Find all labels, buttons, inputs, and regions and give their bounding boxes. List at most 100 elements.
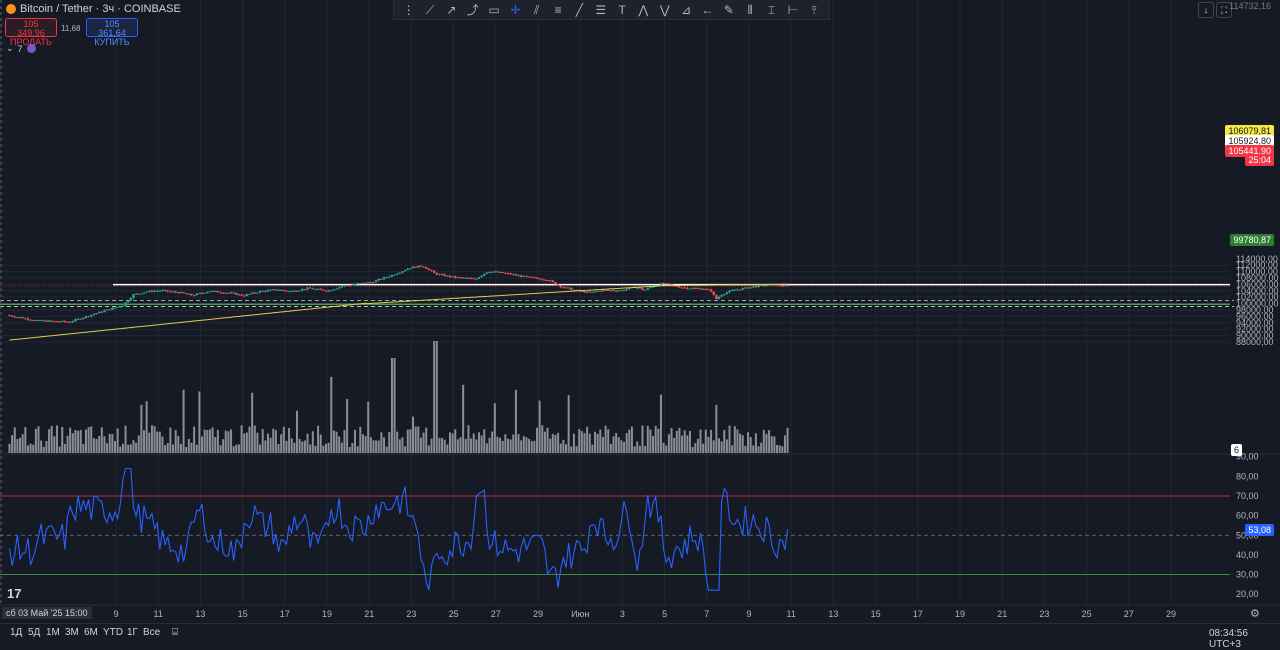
candle-body <box>504 272 507 274</box>
channel-icon[interactable]: ⫽ <box>534 2 540 17</box>
volume-bar <box>150 425 153 453</box>
text-icon[interactable]: T <box>618 2 626 17</box>
trend-line-icon[interactable]: ⟋ <box>425 2 435 17</box>
volume-bar <box>514 389 517 453</box>
volume-bar <box>723 429 726 453</box>
tf-1d[interactable]: 1Д <box>10 627 23 638</box>
indicators-toggle[interactable]: ⌄ 7 <box>6 43 36 54</box>
volume-bar <box>388 431 391 453</box>
candle-body <box>100 311 104 313</box>
volume-bar <box>243 433 246 453</box>
tf-all[interactable]: Все <box>143 627 161 638</box>
candle-body <box>396 273 399 275</box>
candle-body <box>546 280 549 282</box>
candle-body <box>725 292 729 295</box>
candle-body <box>670 284 673 286</box>
volume-bar <box>483 429 486 453</box>
candle-body <box>174 291 177 293</box>
candle-body <box>409 268 412 270</box>
volume-bar <box>565 444 568 453</box>
pin-icon[interactable]: ⫯ <box>811 2 817 17</box>
volume-bar <box>623 441 626 453</box>
candle-body <box>599 290 602 292</box>
candle-body <box>622 290 626 292</box>
cursor-icon[interactable]: ⤴ <box>466 2 479 17</box>
price-tick: 114000,00 <box>1236 254 1278 264</box>
lines-icon[interactable]: ☰ <box>595 2 607 17</box>
candle-body <box>707 288 710 290</box>
candle-body <box>330 290 333 292</box>
volume-bar <box>633 446 636 453</box>
volume-bar <box>40 440 43 453</box>
candle-body <box>150 290 154 292</box>
candle-body <box>620 290 623 292</box>
bars-icon[interactable]: ⦀ <box>747 2 753 17</box>
candle-body <box>783 285 787 287</box>
buy-button[interactable]: 105 361,64 КУПИТЬ <box>86 18 138 47</box>
volume-bar <box>422 432 425 453</box>
tf-5d[interactable]: 5Д <box>28 627 41 638</box>
tf-ytd[interactable]: YTD <box>103 627 123 638</box>
candle-body <box>229 292 233 294</box>
rectangle-icon[interactable]: ▭ <box>488 2 500 17</box>
volume-bar <box>493 403 496 453</box>
candle-body <box>583 290 586 293</box>
volume-bar <box>298 438 301 453</box>
volume-bar <box>541 425 544 453</box>
volume-bar <box>604 425 607 453</box>
time-tick: 17 <box>913 609 923 619</box>
elliott-icon[interactable]: ⋁ <box>659 2 670 17</box>
crosshair-icon[interactable]: ✛ <box>510 2 521 17</box>
volume-bar <box>303 440 306 453</box>
line-icon[interactable]: ╱ <box>575 2 584 17</box>
sell-button[interactable]: 105 349,96 ПРОДАТЬ <box>5 18 57 47</box>
drag-handle-icon[interactable]: ⋮ <box>402 2 415 17</box>
tf-6m[interactable]: 6М <box>84 627 98 638</box>
date-range-icon[interactable]: ⊢ <box>787 2 799 17</box>
ray-icon[interactable]: ↗ <box>446 2 457 17</box>
candle-body <box>686 287 689 289</box>
forecast-icon[interactable]: ⊿ <box>681 2 692 17</box>
candle-body <box>253 292 256 294</box>
volume-bar <box>778 445 781 453</box>
candle-body <box>572 289 576 291</box>
candle-body <box>298 290 301 292</box>
arrow-icon[interactable]: ← <box>701 2 714 17</box>
pattern-icon[interactable]: ⋀ <box>638 2 649 17</box>
fib-icon[interactable]: ≡ <box>554 2 562 17</box>
price-range-icon[interactable]: ⌶ <box>767 2 776 17</box>
symbol-legend[interactable]: Bitcoin / Tether · 3ч · COINBASE <box>6 3 181 15</box>
tf-1m[interactable]: 1М <box>46 627 60 638</box>
scroll-down-icon[interactable]: ↓ <box>1198 2 1214 18</box>
candle-body <box>279 289 283 291</box>
volume-bar <box>749 436 752 453</box>
candle-body <box>47 320 51 322</box>
time-tick: 19 <box>322 609 332 619</box>
volume-bar <box>665 445 668 453</box>
time-tick: 21 <box>364 609 374 619</box>
buy-label: КУПИТЬ <box>94 37 130 47</box>
volume-bar <box>177 436 180 453</box>
volume-bar <box>108 433 111 453</box>
brush-icon[interactable]: ✎ <box>723 2 734 17</box>
settings-gear-icon[interactable]: ⚙ <box>1250 608 1260 620</box>
tf-1y[interactable]: 1Г <box>127 627 138 638</box>
date-range-icon[interactable]: ⌸ <box>172 627 178 638</box>
candle-body <box>245 294 249 296</box>
time-tick: 27 <box>1124 609 1134 619</box>
volume-bar <box>359 426 362 453</box>
window-controls: ↓ ⛶ <box>1198 2 1232 18</box>
price-tick: 92000,00 <box>1236 324 1274 334</box>
volume-bar <box>84 429 87 453</box>
fullscreen-icon[interactable]: ⛶ <box>1216 2 1232 18</box>
tradingview-logo[interactable]: 17 <box>7 586 22 601</box>
volume-bar <box>430 438 433 453</box>
tf-3m[interactable]: 3М <box>65 627 79 638</box>
time-tick: 21 <box>997 609 1007 619</box>
time-tick: 15 <box>871 609 881 619</box>
volume-bar <box>214 436 217 453</box>
volume-bar <box>688 430 691 453</box>
candle-body <box>564 287 568 289</box>
volume-bar <box>667 434 670 453</box>
